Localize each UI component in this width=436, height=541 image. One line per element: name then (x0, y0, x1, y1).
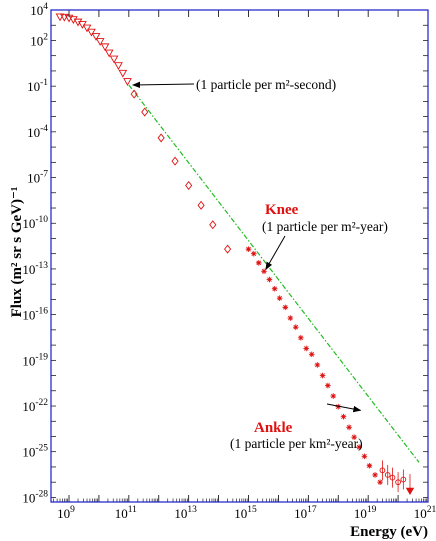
data-point-triangle (91, 33, 101, 41)
power-law-fit-line (128, 84, 420, 463)
data-point-star (298, 335, 304, 341)
x-tick-label: 1019 (354, 505, 377, 521)
data-point-triangle (118, 69, 128, 78)
ankle-label: (1 particle per km²-year) (230, 436, 363, 451)
data-point-star (287, 315, 294, 321)
data-point-star (325, 382, 331, 389)
data-point-star (245, 246, 252, 252)
data-point-star (266, 276, 273, 283)
data-point-diamond (185, 180, 193, 191)
data-point-triangle (82, 24, 92, 33)
y-tick-label: 104 (30, 2, 48, 18)
knee-title: Knee (265, 202, 299, 218)
data-point-triangle (87, 28, 96, 37)
y-tick-label: 10-13 (22, 261, 48, 277)
annotation-ankle: Ankle (1 particle per km²-year) (230, 420, 363, 451)
y-tick-label: 10-19 (22, 352, 48, 368)
y-tick-label: 10-4 (27, 124, 48, 140)
data-point-star (314, 362, 321, 368)
data-point-triangle (60, 13, 69, 22)
data-points-layer (55, 13, 415, 495)
data-point-star (308, 351, 315, 358)
data-point-star (356, 444, 362, 450)
data-point-star (351, 434, 357, 440)
data-point-diamond (171, 156, 179, 166)
data-point-circle (389, 474, 396, 481)
data-point-diamond (197, 200, 205, 210)
data-point-triangle (95, 38, 105, 46)
data-point-star (255, 260, 262, 266)
y-tick-label: 102 (30, 32, 48, 48)
data-point-triangle (123, 78, 132, 86)
data-point-star (366, 462, 373, 469)
second-label: (1 particle per m²-second) (196, 77, 336, 92)
ankle-title: Ankle (254, 420, 293, 436)
data-point-star (377, 479, 383, 485)
x-tick-label: 1013 (174, 505, 197, 521)
data-point-star (292, 324, 299, 330)
x-tick-label: 1015 (234, 505, 257, 521)
data-point-star (340, 413, 347, 420)
data-point-triangle (73, 18, 83, 27)
y-tick-label: 10-10 (22, 215, 48, 231)
data-point-circle (400, 476, 407, 483)
x-tick-label: 109 (57, 505, 75, 521)
data-point-star (250, 250, 257, 257)
data-point-circle (379, 467, 386, 474)
fit-line-layer (128, 84, 420, 463)
data-point-star (372, 472, 378, 478)
arrow-ankle (326, 403, 362, 413)
data-point-diamond (209, 220, 217, 230)
knee-label: (1 particle per m²-year) (262, 219, 388, 234)
data-point-circle (395, 479, 401, 486)
annotation-second: (1 particle per m²-second) (196, 77, 336, 92)
y-tick-label: 10-16 (22, 307, 48, 323)
y-tick-label: 10-22 (22, 398, 48, 414)
plot-frame (50, 9, 429, 503)
y-tick-label: 10-1 (27, 78, 48, 94)
data-point-star (361, 453, 368, 460)
x-axis-title: Energy (eV) (350, 524, 428, 540)
ticks-layer: 109 1011 1013 1015 1017 1019 1021 104 102 10-1 10-… (22, 2, 436, 521)
x-tick-label: 1011 (115, 505, 137, 521)
annotations-layer (132, 81, 362, 413)
y-tick-label: 10-7 (27, 170, 48, 186)
data-point-diamond (130, 89, 138, 99)
data-point-diamond (157, 133, 165, 143)
data-point-star (271, 285, 278, 292)
data-point-circle (384, 472, 391, 478)
data-point-triangle (114, 62, 123, 71)
y-axis-title: Flux (m² sr s GeV)⁻¹ (9, 187, 25, 318)
data-point-star (303, 345, 310, 352)
x-tick-label: 1021 (414, 505, 436, 521)
annotation-knee: Knee (1 particle per m²-year) (262, 202, 388, 234)
y-tick-label: 10-25 (22, 444, 48, 460)
data-point-triangle (109, 55, 119, 64)
data-point-diamond (224, 244, 232, 254)
data-point-star (282, 304, 289, 311)
data-point-triangle (100, 43, 110, 52)
arrow-knee (265, 235, 286, 271)
data-point-star (346, 424, 352, 431)
data-point-diamond (141, 107, 149, 117)
data-point-triangle (55, 13, 65, 22)
y-tick-label: 10-28 (22, 489, 48, 505)
data-point-star (319, 372, 326, 379)
data-point-star (276, 295, 283, 301)
data-point-star (330, 393, 337, 399)
data-point-star (261, 268, 267, 275)
x-tick-label: 1017 (294, 505, 317, 521)
data-point-triangle (104, 49, 114, 58)
data-point-upper-limit (405, 487, 415, 495)
arrow-second (132, 81, 195, 89)
data-point-star (335, 403, 342, 410)
